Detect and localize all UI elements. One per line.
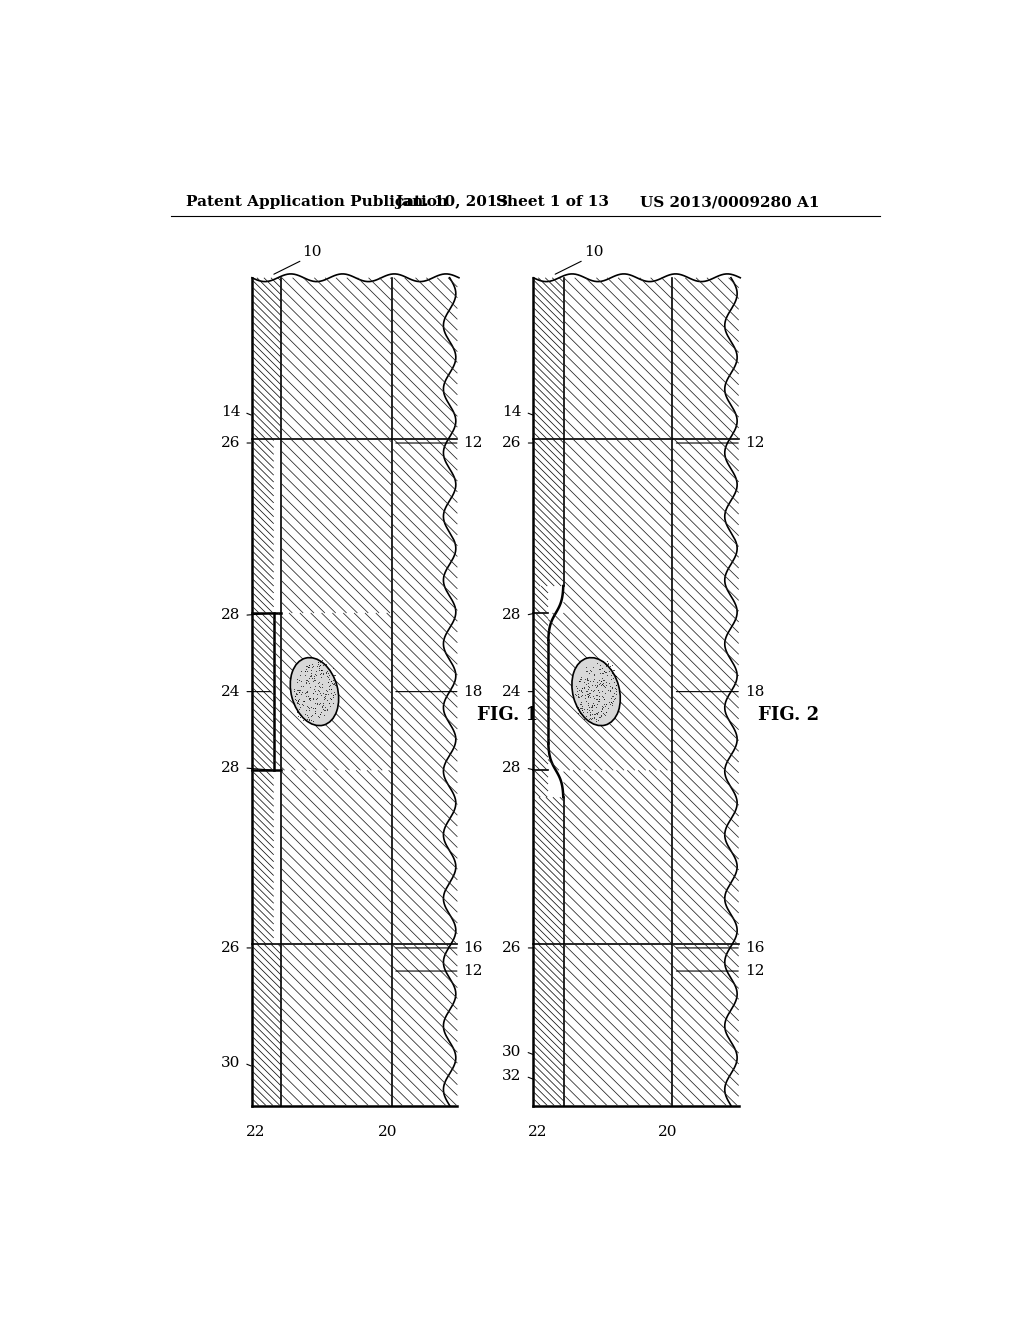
Text: US 2013/0009280 A1: US 2013/0009280 A1 xyxy=(640,195,819,210)
Text: 28: 28 xyxy=(221,609,241,622)
Text: Jan. 10, 2013: Jan. 10, 2013 xyxy=(395,195,509,210)
Text: Patent Application Publication: Patent Application Publication xyxy=(186,195,449,210)
Text: 20: 20 xyxy=(658,1125,678,1139)
Text: 24: 24 xyxy=(221,685,241,698)
Text: FIG. 2: FIG. 2 xyxy=(758,706,819,723)
Text: 20: 20 xyxy=(378,1125,397,1139)
Text: 16: 16 xyxy=(464,941,483,954)
Text: 18: 18 xyxy=(464,685,483,698)
Text: 12: 12 xyxy=(464,436,483,450)
Text: 16: 16 xyxy=(744,941,764,954)
Text: 28: 28 xyxy=(503,760,521,775)
Text: 26: 26 xyxy=(502,436,521,450)
Text: 26: 26 xyxy=(221,436,241,450)
Text: 22: 22 xyxy=(246,1125,265,1139)
Text: 18: 18 xyxy=(744,685,764,698)
Text: 10: 10 xyxy=(302,244,322,259)
Text: 30: 30 xyxy=(503,1044,521,1059)
Text: 12: 12 xyxy=(464,964,483,978)
Text: 28: 28 xyxy=(221,760,241,775)
Text: 26: 26 xyxy=(502,941,521,954)
Ellipse shape xyxy=(290,657,339,726)
Text: FIG. 1: FIG. 1 xyxy=(477,706,538,723)
Text: 30: 30 xyxy=(221,1056,241,1071)
Text: Sheet 1 of 13: Sheet 1 of 13 xyxy=(496,195,609,210)
Text: 26: 26 xyxy=(221,941,241,954)
Text: 22: 22 xyxy=(527,1125,547,1139)
Text: 14: 14 xyxy=(221,405,241,420)
Text: 24: 24 xyxy=(502,685,521,698)
Text: 10: 10 xyxy=(584,244,603,259)
Text: 32: 32 xyxy=(503,1069,521,1084)
Text: 12: 12 xyxy=(744,964,764,978)
Text: 12: 12 xyxy=(744,436,764,450)
Ellipse shape xyxy=(571,657,621,726)
Text: 14: 14 xyxy=(502,405,521,420)
Text: 28: 28 xyxy=(503,609,521,622)
